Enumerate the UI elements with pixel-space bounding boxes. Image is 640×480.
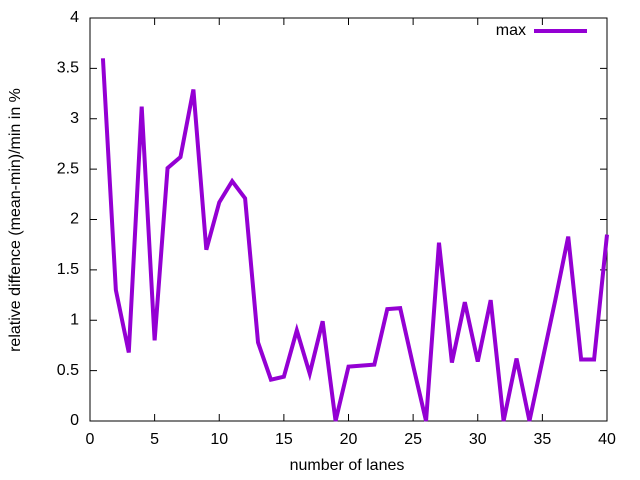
y-tick-label: 1.5 — [57, 261, 79, 278]
y-tick-label: 0 — [70, 412, 79, 429]
y-tick-label: 4 — [70, 9, 79, 26]
x-tick-label: 20 — [340, 431, 358, 448]
y-tick-label: 1 — [70, 311, 79, 328]
x-axis-label: number of lanes — [290, 457, 405, 474]
x-tick-label: 15 — [275, 431, 293, 448]
plot-frame — [89, 17, 608, 422]
x-tick-label: 25 — [404, 431, 422, 448]
y-axis-label: relative diffence (mean-min)/min in % — [7, 88, 24, 352]
y-tick-label: 3 — [70, 110, 79, 127]
y-tick-label: 2.5 — [57, 160, 79, 177]
x-tick-label: 35 — [533, 431, 551, 448]
y-tick-label: 2 — [70, 211, 79, 228]
y-tick-label: 0.5 — [57, 362, 79, 379]
x-tick-label: 40 — [598, 431, 616, 448]
x-tick-label: 30 — [469, 431, 487, 448]
x-tick-label: 10 — [210, 431, 228, 448]
legend-label: max — [496, 22, 526, 39]
x-tick-label: 5 — [150, 431, 159, 448]
x-tick-label: 0 — [86, 431, 95, 448]
y-tick-label: 3.5 — [57, 60, 79, 77]
data-line — [100, 58, 609, 422]
